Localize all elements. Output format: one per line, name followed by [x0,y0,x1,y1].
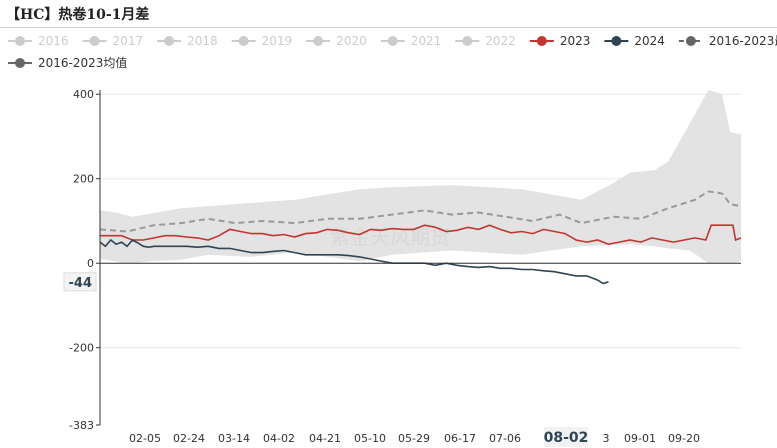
legend-marker [15,58,25,68]
y-tick-label: -383 [69,419,94,432]
legend-marker [15,36,25,46]
legend-label: 2023 [560,34,591,48]
x-tick-label: 3 [603,432,610,445]
legend-item-2017: 2017 [82,34,144,48]
y-tick-label: -200 [69,342,94,355]
legend-marker [89,36,100,46]
legend-item-2022: 2022 [455,34,516,48]
legend-label: 2020 [336,34,367,48]
legend-item-2016-2023: 2016-2023均值 [8,55,127,70]
y-tick-label: 0 [87,257,94,270]
y-pointer-label: -44 [69,276,93,291]
legend-label: 2018 [187,34,218,48]
x-tick-label: 05-10 [354,432,386,445]
x-tick-label: 05-29 [398,432,430,445]
legend-item-2020: 2020 [306,34,367,48]
x-tick-label: 02-05 [129,432,161,445]
series-line-2023 [100,224,742,246]
legend-label: 2019 [262,34,293,48]
legend: 2016 2017 2018 2019 2020 2021 2022 2023 2024 2016… [8,33,777,70]
legend-marker [387,36,398,46]
x-pointer-box [544,427,588,447]
chart-title: 【HC】热卷10-1月差 [6,7,150,23]
legend-item-2021: 2021 [380,34,442,48]
x-tick-label: 06-17 [444,432,476,445]
legend-label: 2016 [38,34,69,48]
legend-item-2016-2023: 2016-2023最大值 [678,33,777,48]
series-line-2016-2023 [99,190,742,233]
x-tick-label: 02-24 [173,432,205,445]
range-band [100,90,741,264]
legend-label: 2016-2023最大值 [709,33,777,48]
y-pointer-box [63,272,97,292]
legend-label: 2016-2023均值 [38,55,127,70]
legend-marker [536,36,547,46]
title-divider [0,27,777,28]
y-tick-label: 200 [73,173,94,186]
legend-marker [238,36,249,46]
y-tick-label: 400 [73,88,94,101]
x-pointer-label: 08-02 [544,430,589,446]
legend-item-2024: 2024 [604,34,665,48]
legend-item-2018: 2018 [157,34,218,48]
legend-marker [313,36,324,46]
x-tick-label: 09-20 [668,432,700,445]
legend-item-2016: 2016 [8,34,69,48]
legend-marker [164,36,175,46]
legend-label: 2024 [634,34,665,48]
legend-marker [611,36,622,46]
legend-label: 2022 [485,34,516,48]
legend-label: 2017 [113,34,144,48]
legend-marker [462,36,473,46]
legend-item-2019: 2019 [231,34,293,48]
x-tick-label: 04-02 [263,432,295,445]
legend-item-2023: 2023 [529,34,591,48]
series-lines [99,190,742,285]
legend-label: 2021 [411,34,442,48]
x-tick-label: 03-14 [218,432,250,445]
x-tick-label: 09-01 [624,432,656,445]
series-line-2024 [99,238,609,285]
x-tick-label: 04-21 [309,432,341,445]
band-max-min [100,90,741,264]
x-tick-label: 07-06 [489,432,521,445]
axes: 400 200 0 -200 -383 -44 02-05 02-24 03-14 04-02 04… [63,88,741,447]
legend-marker [685,36,696,46]
